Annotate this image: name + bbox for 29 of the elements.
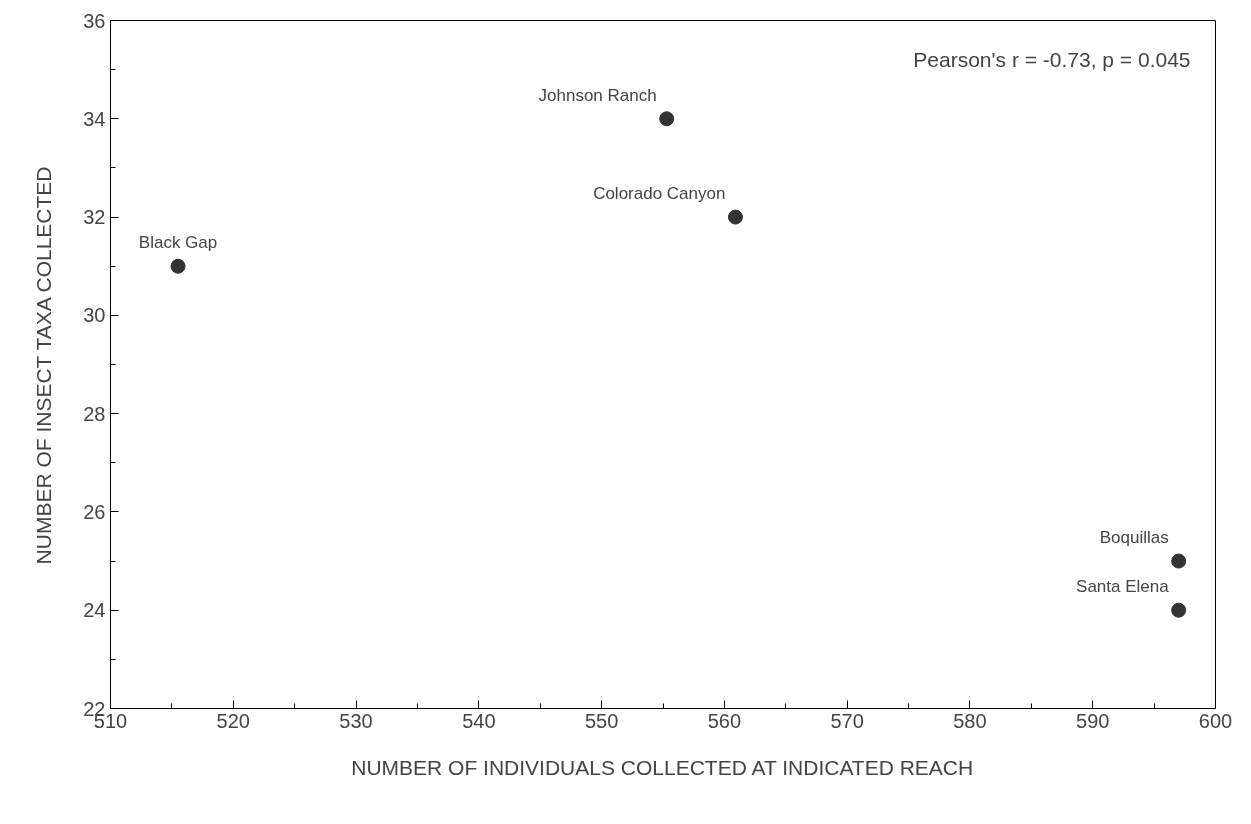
x-tick-label: 530: [339, 709, 373, 732]
x-axis-title: NUMBER OF INDIVIDUALS COLLECTED AT INDICATED REACH: [351, 755, 974, 779]
y-tick-label: 28: [83, 402, 106, 425]
annotation: Santa Elena: [1076, 577, 1170, 597]
x-tick-label: 570: [830, 709, 864, 732]
x-tick-label: 600: [1198, 709, 1233, 732]
x-tick-label: 560: [707, 709, 742, 732]
x-tick-label: 540: [462, 709, 496, 732]
y-axis-title: NUMBER OF INSECT TAXA COLLECTED: [32, 166, 56, 565]
point: [1171, 553, 1187, 569]
annotation: Pearson's r = -0.73, p = 0.045: [913, 47, 1191, 71]
annotation: Johnson Ranch: [538, 85, 657, 105]
y-tick-label: 24: [83, 599, 106, 622]
y-tick-label: 30: [83, 304, 106, 327]
annotation: Colorado Canyon: [593, 184, 726, 204]
y-tick-label: 34: [83, 107, 106, 130]
x-tick-label: 520: [216, 709, 250, 732]
point: [659, 111, 675, 127]
point: [727, 209, 743, 225]
annotation: Black Gap: [138, 233, 218, 253]
y-tick-label: 36: [83, 9, 106, 32]
y-tick-label: 26: [83, 500, 106, 523]
x-tick-label: 550: [584, 709, 619, 732]
x-tick-label: 590: [1076, 709, 1110, 732]
point: [170, 258, 186, 274]
annotation: Boquillas: [1099, 528, 1169, 548]
y-tick-label: 32: [83, 206, 106, 229]
x-tick-label: 580: [953, 709, 987, 732]
point: [1171, 602, 1187, 618]
